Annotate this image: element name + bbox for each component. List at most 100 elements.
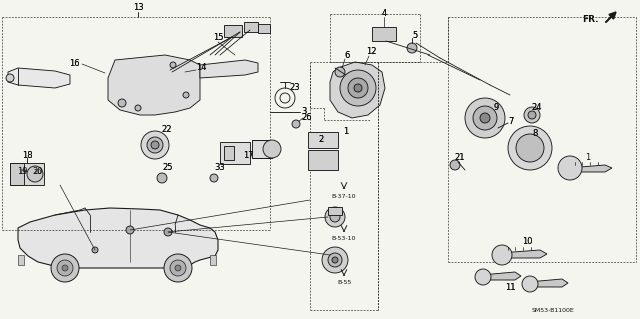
Circle shape (170, 260, 186, 276)
Bar (252, 140, 272, 158)
Text: 6: 6 (344, 51, 349, 61)
Text: 33: 33 (214, 164, 225, 173)
Circle shape (407, 43, 417, 53)
Text: 19: 19 (17, 167, 28, 176)
Circle shape (332, 257, 338, 263)
Text: 17: 17 (243, 151, 253, 160)
Text: 1: 1 (344, 128, 349, 137)
Text: 9: 9 (493, 103, 499, 113)
Circle shape (170, 62, 176, 68)
Polygon shape (330, 62, 385, 118)
Circle shape (465, 98, 505, 138)
Text: 1: 1 (344, 128, 349, 137)
Text: 19: 19 (18, 169, 26, 175)
Polygon shape (18, 208, 218, 268)
Text: 22: 22 (162, 125, 172, 135)
Circle shape (450, 160, 460, 170)
Circle shape (348, 78, 368, 98)
Text: 5: 5 (412, 31, 418, 40)
Circle shape (522, 276, 538, 292)
Text: 7: 7 (508, 116, 514, 125)
Text: 12: 12 (365, 48, 376, 56)
Bar (244, 22, 258, 32)
Text: 14: 14 (196, 63, 206, 72)
Circle shape (263, 140, 281, 158)
Circle shape (524, 107, 540, 123)
Text: 20: 20 (33, 167, 44, 176)
Circle shape (27, 166, 43, 182)
Text: 12: 12 (365, 48, 376, 56)
Text: 25: 25 (163, 164, 173, 173)
Circle shape (57, 260, 73, 276)
Bar (224, 25, 242, 37)
Text: 14: 14 (196, 63, 206, 72)
Text: 16: 16 (68, 60, 79, 69)
Polygon shape (108, 55, 200, 115)
Circle shape (340, 70, 376, 106)
Text: 7: 7 (508, 116, 514, 125)
Text: 20: 20 (34, 169, 42, 175)
Circle shape (147, 137, 163, 153)
Polygon shape (528, 279, 568, 287)
Text: 8: 8 (532, 129, 538, 137)
Circle shape (51, 254, 79, 282)
Text: 11: 11 (505, 283, 515, 292)
Circle shape (157, 173, 167, 183)
Text: 6: 6 (344, 51, 349, 61)
Circle shape (473, 106, 497, 130)
Circle shape (164, 228, 172, 236)
Text: 13: 13 (132, 4, 143, 12)
Circle shape (508, 126, 552, 170)
Circle shape (183, 92, 189, 98)
Text: 26: 26 (301, 114, 312, 122)
Polygon shape (500, 250, 547, 258)
Bar (328, 207, 342, 215)
Text: B-55: B-55 (337, 279, 351, 285)
Bar (10, 163, 24, 185)
Text: 23: 23 (290, 84, 300, 93)
Text: 9: 9 (493, 103, 499, 113)
Text: 23: 23 (290, 84, 300, 93)
Text: 13: 13 (132, 4, 143, 12)
Text: 5: 5 (412, 31, 418, 40)
Circle shape (141, 131, 169, 159)
Polygon shape (8, 68, 70, 88)
Text: 18: 18 (22, 151, 32, 160)
Bar (18, 255, 24, 265)
Text: 2: 2 (318, 136, 324, 145)
Text: 25: 25 (163, 164, 173, 173)
Text: 24: 24 (532, 103, 542, 113)
Text: B-53-10: B-53-10 (332, 235, 356, 241)
Circle shape (292, 120, 300, 128)
Bar (372, 27, 396, 41)
Bar (210, 255, 216, 265)
Circle shape (354, 84, 362, 92)
Circle shape (322, 247, 348, 273)
Circle shape (325, 207, 345, 227)
Text: 8: 8 (532, 129, 538, 137)
Circle shape (164, 254, 192, 282)
Bar (220, 142, 250, 164)
Circle shape (62, 265, 68, 271)
Bar (308, 150, 338, 170)
Polygon shape (200, 60, 258, 78)
Text: 18: 18 (22, 151, 32, 160)
Text: FR.: FR. (582, 16, 598, 25)
Circle shape (558, 156, 582, 180)
Text: 21: 21 (455, 153, 465, 162)
Text: 16: 16 (68, 60, 79, 69)
Text: 15: 15 (212, 33, 223, 42)
Text: 10: 10 (522, 238, 532, 247)
Circle shape (151, 141, 159, 149)
Text: 24: 24 (532, 103, 542, 113)
Text: 33: 33 (214, 164, 225, 173)
Circle shape (328, 253, 342, 267)
Text: 1: 1 (586, 153, 591, 162)
Text: 3: 3 (301, 108, 307, 116)
Bar (10, 163, 44, 185)
Circle shape (175, 265, 181, 271)
Circle shape (92, 247, 98, 253)
Text: 10: 10 (522, 238, 532, 247)
Circle shape (210, 174, 218, 182)
Circle shape (528, 111, 536, 119)
